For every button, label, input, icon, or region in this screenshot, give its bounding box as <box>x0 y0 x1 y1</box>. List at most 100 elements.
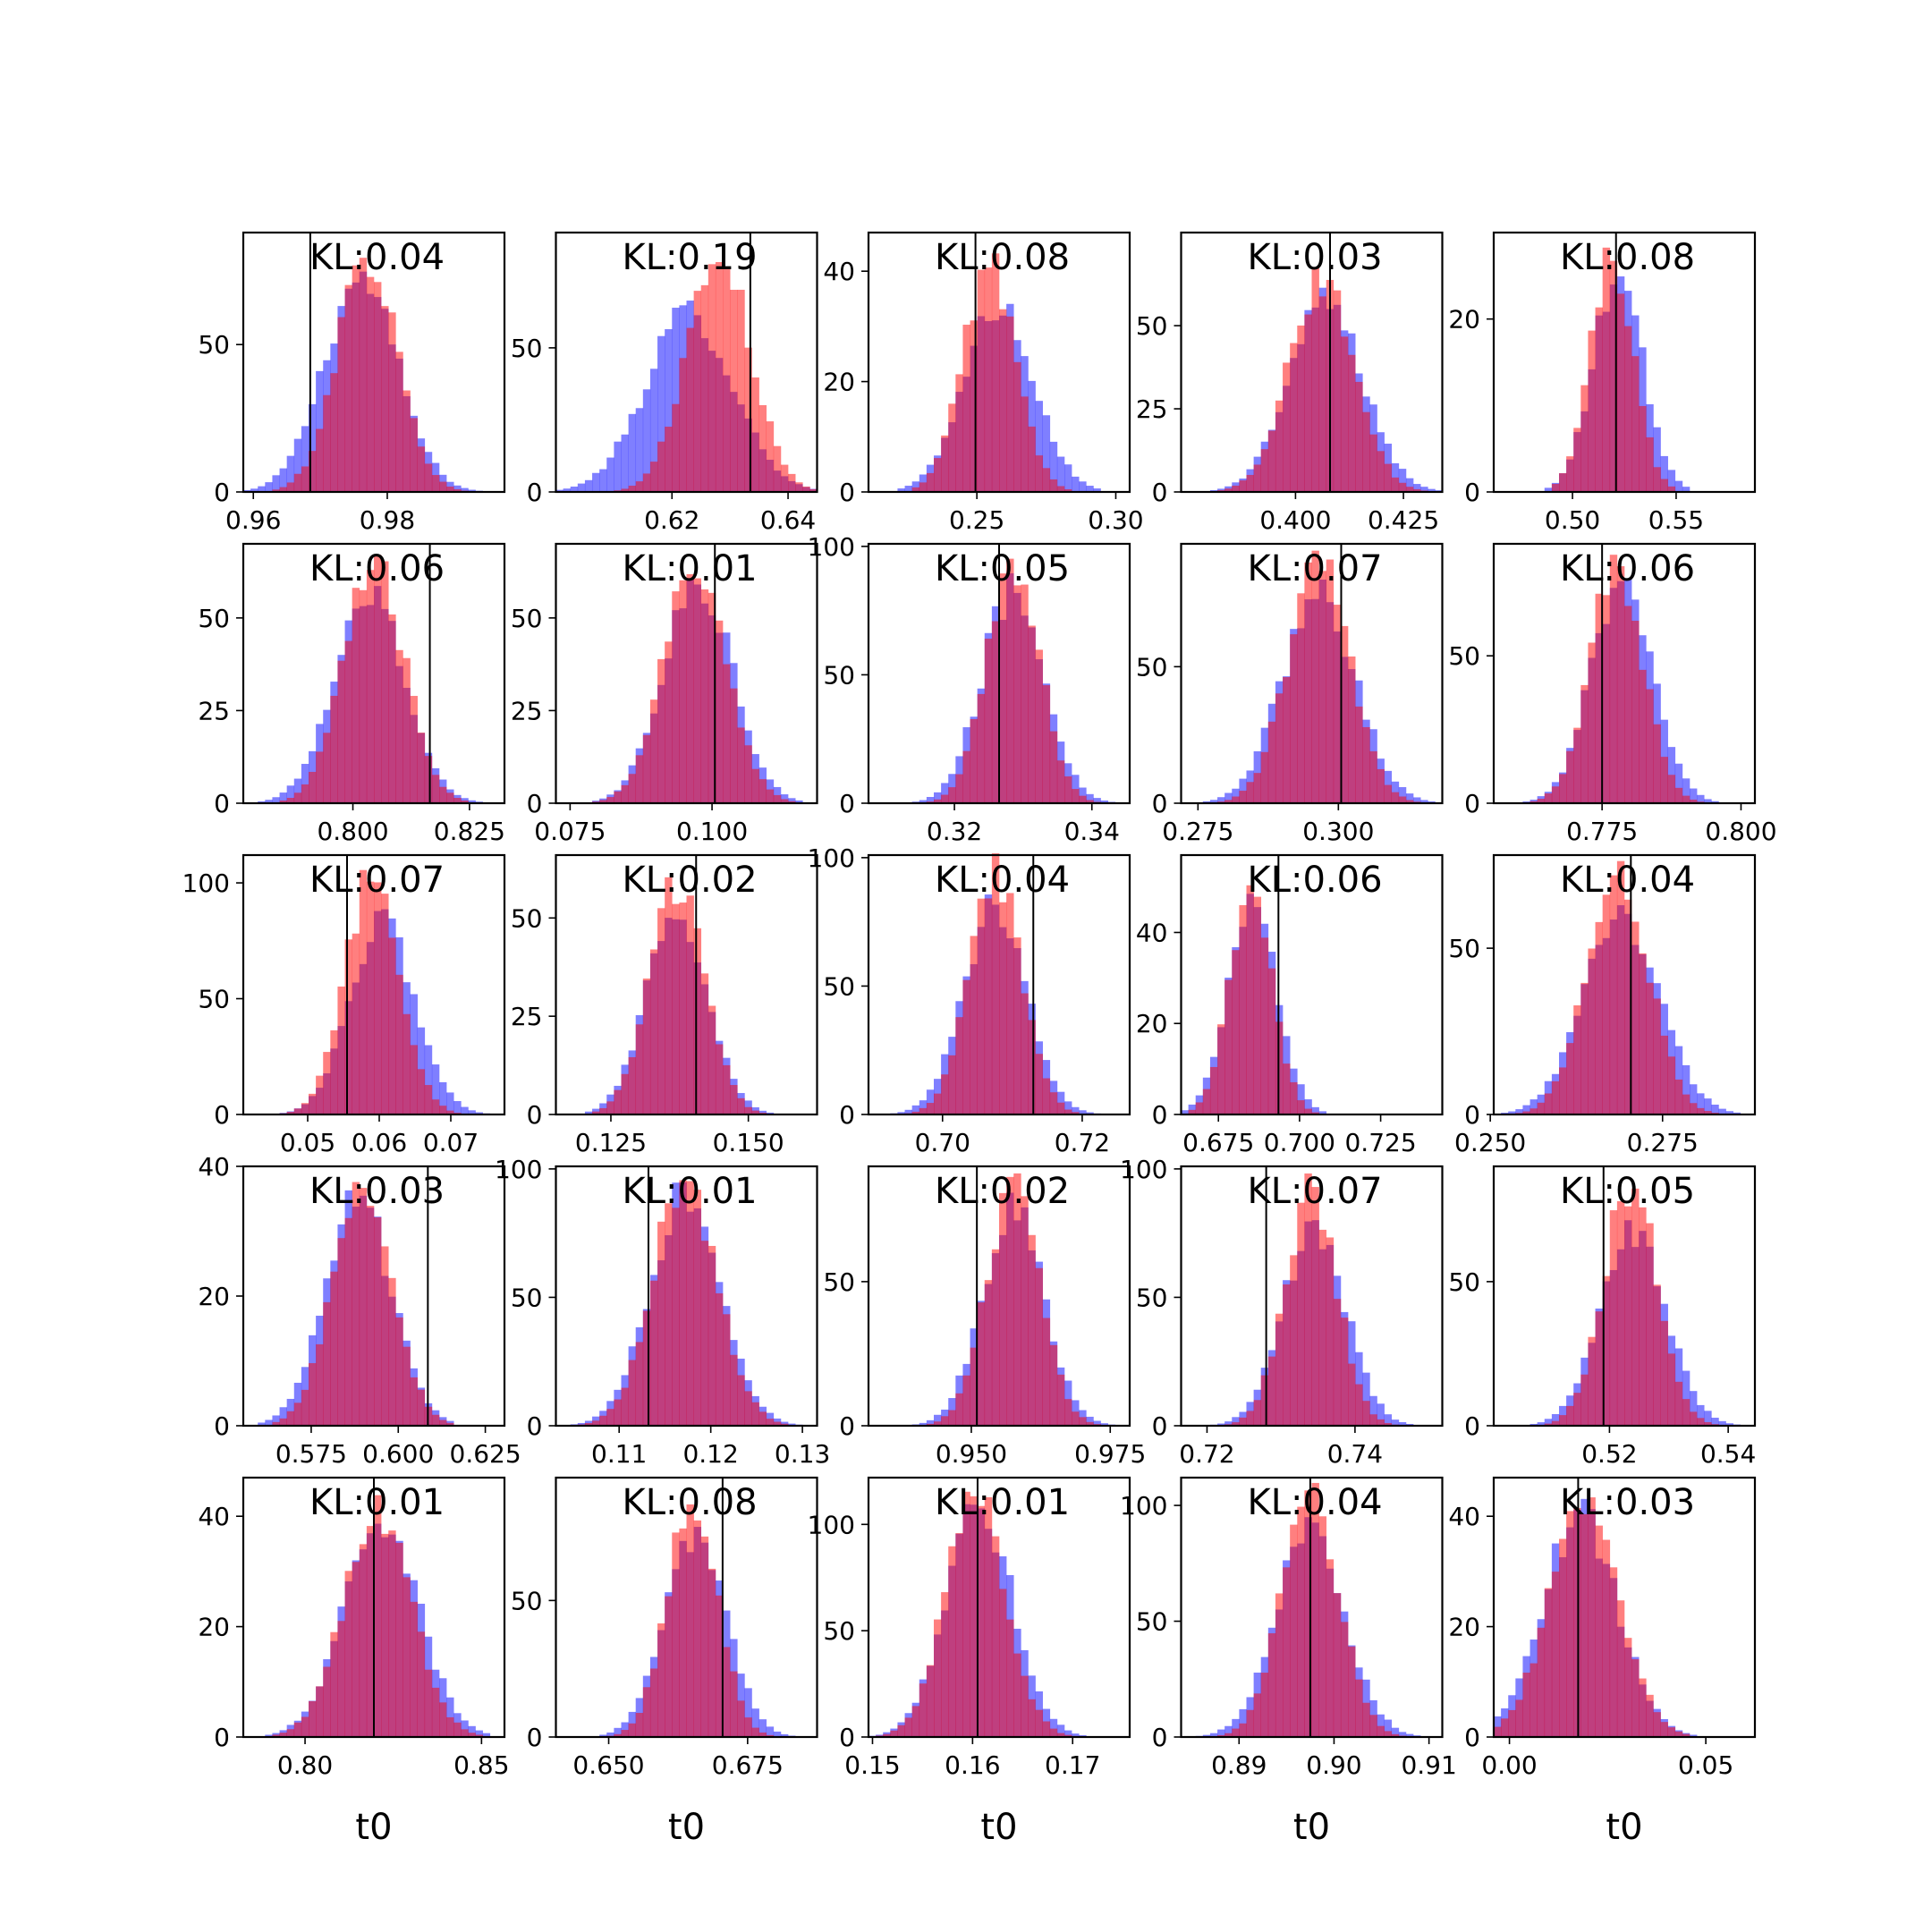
histogram-bar-red <box>1631 1188 1640 1426</box>
histogram-bar-red <box>1384 1731 1393 1737</box>
histogram-bar-blue <box>563 488 572 492</box>
histogram-bar-red <box>337 986 345 1114</box>
y-tick-label: 0 <box>839 478 855 507</box>
y-tick-label: 50 <box>823 1616 855 1646</box>
histogram-bar-red <box>1405 800 1414 803</box>
histogram-bar-red <box>1631 1659 1640 1737</box>
histogram-panel: 0.89 0.90 0.91 0 50 100 KL:0.04 t0 <box>1120 1476 1457 1848</box>
histogram-bar-red <box>1674 1381 1683 1426</box>
axes-frame <box>242 542 506 805</box>
histogram-bar-red <box>984 898 993 1114</box>
histogram-bar-red <box>679 358 687 492</box>
histogram-bar-red <box>1064 1399 1072 1426</box>
histogram-bar-blue <box>279 1407 287 1426</box>
histogram-bar-red <box>934 1093 942 1114</box>
histogram-bar-red <box>1588 330 1596 492</box>
histogram-bar-red <box>1021 1196 1029 1426</box>
histogram-bar-red <box>1566 456 1574 492</box>
histogram-bar-red <box>730 1354 738 1426</box>
histogram-bar-blue <box>1413 484 1421 492</box>
histogram-bar-red <box>948 787 956 803</box>
histogram-bar-red <box>1609 260 1618 492</box>
histogram-bar-red <box>330 373 338 492</box>
histogram-bar-red <box>1566 1511 1574 1737</box>
histogram-bar-red <box>1064 1734 1072 1737</box>
histogram-bar-blue <box>926 1089 935 1114</box>
histogram-bar-red <box>693 291 702 492</box>
histogram-bar-red <box>1318 1229 1327 1426</box>
histogram-bar-blue <box>672 308 680 492</box>
histogram-bar-red <box>1501 1718 1509 1737</box>
histogram-bar-red <box>802 486 810 492</box>
x-tick-label: 0.950 <box>936 1439 1007 1469</box>
histogram-bar-red <box>1260 1375 1269 1426</box>
histogram-bar-blue <box>265 800 273 803</box>
histogram-bar-red <box>1297 1506 1305 1737</box>
histogram-bar-red <box>635 481 644 492</box>
histogram-bar-red <box>309 1700 317 1737</box>
histogram-bar-blue <box>1188 1104 1197 1114</box>
histogram-bar-blue <box>649 369 658 492</box>
histogram-bar-red <box>1682 1094 1690 1114</box>
histogram-bar-red <box>1064 776 1072 803</box>
histogram-bar-blue <box>926 797 935 803</box>
histogram-bar-red <box>323 733 331 803</box>
x-tick-label: 0.400 <box>1259 505 1331 535</box>
histogram-bar-red <box>388 312 396 492</box>
histogram-bar-blue <box>258 1422 266 1426</box>
histogram-bar-red <box>1049 731 1058 803</box>
histogram-bar-red <box>970 718 978 803</box>
histogram-bar-red <box>1239 1723 1247 1737</box>
histogram-bar-red <box>665 1596 673 1737</box>
kl-annotation: KL:0.08 <box>623 1482 758 1523</box>
histogram-bar-red <box>1682 1399 1690 1426</box>
histogram-bar-blue <box>897 1112 905 1114</box>
histogram-bar-red <box>1377 1419 1385 1426</box>
histogram-bar-red <box>1049 1092 1058 1114</box>
y-tick-label: 0 <box>1464 789 1480 818</box>
histogram-bar-red <box>1609 555 1618 803</box>
histogram-bar-red <box>1253 464 1262 492</box>
histogram-bar-red <box>592 1420 600 1426</box>
histogram-bar-blue <box>265 1734 273 1737</box>
histogram-bar-red <box>665 877 673 1114</box>
histogram-bar-red <box>1355 706 1363 803</box>
x-tick-label: 0.675 <box>712 1750 784 1780</box>
histogram-bar-red <box>1609 1567 1618 1737</box>
histogram-bar-red <box>424 1085 433 1114</box>
histogram-bar-blue <box>1413 797 1421 803</box>
histogram-bar-red <box>1690 1411 1698 1426</box>
histogram-bar-blue <box>1086 486 1094 492</box>
histogram-bar-red <box>1013 937 1021 1114</box>
histogram-bar-blue <box>1718 1108 1726 1114</box>
histogram-bar-red <box>1609 1210 1618 1426</box>
y-tick-label: 0 <box>214 1100 230 1130</box>
histogram-bar-red <box>715 262 724 492</box>
histogram-bar-red <box>955 1393 963 1426</box>
histogram-bar-red <box>584 1423 593 1426</box>
histogram-bar-blue <box>482 1733 491 1737</box>
kl-annotation: KL:0.08 <box>1560 237 1695 278</box>
histogram-bar-red <box>1311 267 1319 492</box>
y-tick-label: 50 <box>1136 1607 1168 1637</box>
histogram-bar-red <box>316 1686 324 1737</box>
histogram-bar-blue <box>758 1110 767 1114</box>
histogram-bar-red <box>1391 792 1400 803</box>
histogram-bar-blue <box>1384 1414 1393 1426</box>
histogram-bar-red <box>883 1733 891 1737</box>
histogram-bar-red <box>1239 904 1247 1114</box>
histogram-bar-red <box>780 799 789 803</box>
histogram-bar-red <box>1595 593 1603 803</box>
axes-frame <box>242 1476 506 1739</box>
histogram-bar-red <box>751 377 759 492</box>
histogram-bar-red <box>628 1360 637 1426</box>
axes-frame <box>867 853 1131 1116</box>
histogram-bar-red <box>1232 1728 1240 1737</box>
histogram-bar-blue <box>424 1045 433 1114</box>
x-tick-label: 0.075 <box>534 817 606 846</box>
histogram-bar-blue <box>1100 1423 1108 1426</box>
histogram-bar-blue <box>1515 1109 1523 1114</box>
histogram-bar-blue <box>1362 1372 1370 1426</box>
histogram-panel: 0.075 0.100 0 25 50 KL:0.01 <box>511 542 818 846</box>
histogram-bar-red <box>1260 1673 1269 1737</box>
